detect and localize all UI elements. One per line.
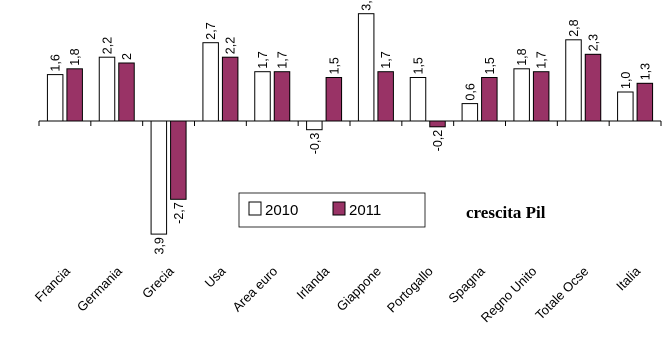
data-label-2010: 0,6 — [463, 83, 477, 100]
category-labels-layer: Francia Germania Grecia Usa Area euro Irlanda… — [32, 263, 644, 325]
bar-2011 — [532, 71, 550, 122]
data-label-2010: 1,7 — [256, 51, 270, 68]
bar-2010 — [409, 77, 427, 122]
data-label-2011: 1,7 — [535, 51, 549, 68]
data-label-2010: 3,7 — [360, 0, 374, 11]
bar-2010 — [357, 13, 375, 122]
bar-2010 — [202, 42, 219, 122]
data-labels-layer: 1,6 1,8 2,2 2 3,9 -2,7 2,7 2,2 1,7 1,7 -0,3 1,5 3,7 1… — [49, 0, 653, 254]
category-label: Francia — [32, 263, 74, 305]
bar-2011 — [481, 77, 498, 122]
bars-layer — [46, 13, 654, 235]
bar-2011 — [377, 71, 394, 122]
legend: 2010 2011 — [238, 192, 426, 228]
category-label: Irlanda — [293, 263, 332, 302]
category-label: Portogallo — [384, 264, 436, 316]
data-label-2011: 1,7 — [379, 51, 393, 68]
category-label: Regno Unito — [478, 264, 540, 326]
bar-2011 — [636, 82, 654, 122]
bar-2010 — [617, 91, 634, 122]
data-label-2010: 1,6 — [49, 54, 63, 71]
bar-2011 — [325, 77, 343, 122]
bar-2011 — [221, 56, 239, 122]
bar-2010 — [461, 103, 479, 122]
data-label-2010: 3,9 — [152, 237, 166, 254]
legend-label-2010: 2010 — [265, 202, 298, 219]
data-label-2011: 1,3 — [638, 63, 652, 80]
data-label-2011: 1,7 — [276, 51, 290, 68]
category-label: Area euro — [229, 264, 280, 315]
data-label-2010: 2,7 — [204, 22, 218, 39]
bar-2010 — [46, 74, 64, 122]
category-label: Germania — [74, 263, 126, 315]
bar-2010 — [565, 39, 582, 122]
data-label-2010: -0,3 — [308, 133, 322, 155]
data-label-2011: 2 — [120, 53, 134, 60]
category-label: Grecia — [139, 263, 177, 301]
legend-box — [238, 192, 426, 228]
category-label: Giappone — [334, 264, 384, 314]
data-label-2011: 2,2 — [224, 37, 238, 54]
bar-2011 — [170, 120, 187, 200]
data-label-2011: -2,7 — [172, 202, 186, 224]
data-label-2011: 1,5 — [483, 57, 497, 74]
legend-swatch-2010 — [248, 201, 262, 216]
data-label-2010: 1,5 — [412, 57, 426, 74]
bar-2011 — [273, 71, 291, 122]
data-label-2010: 1,0 — [619, 72, 633, 89]
bar-2010 — [98, 56, 116, 122]
data-label-2010: 1,8 — [515, 48, 529, 65]
data-label-2011: -0,2 — [431, 130, 445, 152]
bar-2010 — [254, 71, 271, 122]
legend-label-2011: 2011 — [349, 202, 381, 219]
x-axis-ticks — [38, 121, 662, 126]
data-label-2010: 2,8 — [567, 19, 581, 36]
bar-2011 — [584, 53, 602, 122]
category-label: Totale Ocse — [532, 264, 591, 323]
data-label-2011: 2,3 — [587, 34, 601, 51]
bar-2010 — [150, 120, 168, 235]
data-label-2010: 2,2 — [101, 37, 115, 54]
category-label: Spagna — [445, 263, 488, 306]
legend-swatch-2011 — [332, 201, 346, 216]
category-label: Usa — [202, 263, 229, 290]
data-label-2011: 1,8 — [68, 48, 82, 65]
bar-2010 — [306, 120, 323, 131]
bar-2011 — [118, 62, 135, 122]
chart-title: crescita Pil — [466, 203, 546, 222]
bar-2011 — [429, 120, 446, 128]
bar-2011 — [66, 68, 83, 122]
data-label-2011: 1,5 — [327, 57, 341, 74]
category-label: Italia — [613, 263, 644, 294]
bar-2010 — [513, 68, 530, 122]
